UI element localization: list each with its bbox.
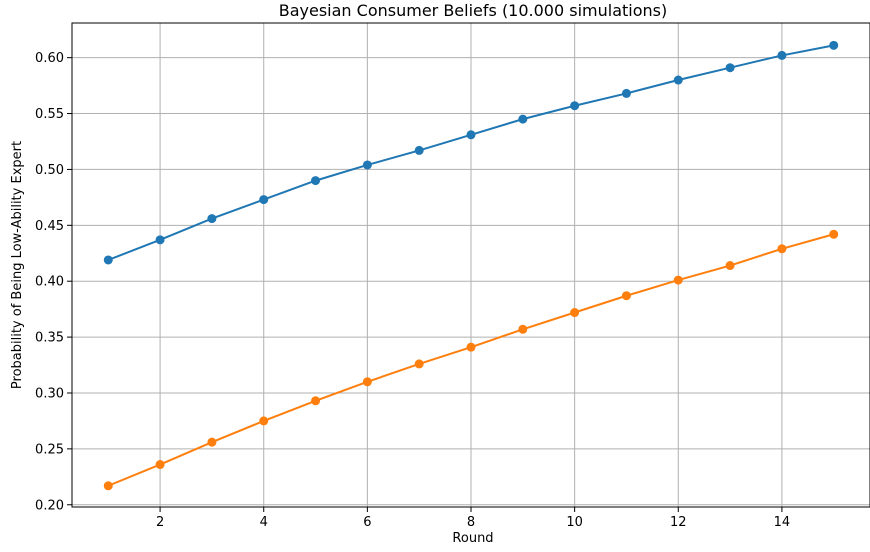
data-point	[621, 291, 631, 301]
data-point	[362, 160, 372, 170]
x-axis-title: Round	[452, 531, 493, 546]
y-tick-label: 0.60	[35, 51, 64, 66]
data-point	[362, 377, 372, 387]
data-point	[725, 261, 735, 271]
x-tick-label: 6	[363, 515, 371, 530]
data-point	[259, 195, 269, 205]
data-point	[414, 359, 424, 369]
data-point	[207, 214, 217, 224]
data-point	[207, 437, 217, 447]
data-point	[103, 255, 113, 265]
y-tick-label: 0.50	[35, 163, 64, 178]
y-tick-label: 0.45	[35, 219, 64, 234]
series-layer	[103, 40, 839, 491]
data-point	[673, 75, 683, 85]
data-point	[103, 481, 113, 491]
data-point	[673, 275, 683, 285]
data-point	[829, 229, 839, 239]
data-point	[311, 396, 321, 406]
y-tick-label: 0.30	[35, 386, 64, 401]
data-point	[777, 244, 787, 254]
data-point	[466, 130, 476, 140]
data-point	[621, 88, 631, 98]
data-point	[259, 416, 269, 426]
data-point	[777, 50, 787, 60]
y-tick-label: 0.20	[35, 498, 64, 513]
grid	[72, 23, 870, 507]
series-1	[103, 40, 839, 265]
y-tick-label: 0.40	[35, 275, 64, 290]
data-point	[155, 460, 165, 470]
chart-title: Bayesian Consumer Beliefs (10.000 simula…	[279, 1, 667, 20]
y-tick-label: 0.25	[35, 442, 64, 457]
y-axis: 0.20 0.25 0.30 0.35 0.40 0.45 0.50 0.55 0.60	[35, 51, 72, 513]
data-point	[725, 63, 735, 73]
data-point	[414, 145, 424, 155]
x-axis: 2 4 6 8 10 12 14	[156, 507, 790, 530]
x-tick-label: 10	[566, 515, 583, 530]
data-point	[570, 308, 580, 318]
data-point	[155, 235, 165, 245]
data-point	[311, 176, 321, 186]
x-tick-label: 8	[467, 515, 475, 530]
data-point	[466, 342, 476, 352]
x-tick-label: 2	[156, 515, 164, 530]
data-point	[518, 114, 528, 124]
data-point	[518, 324, 528, 334]
data-point	[570, 101, 580, 111]
x-tick-label: 12	[670, 515, 687, 530]
data-point	[829, 40, 839, 50]
x-tick-label: 14	[774, 515, 791, 530]
y-axis-title: Probability of Being Low-Ability Expert	[10, 141, 25, 389]
y-tick-label: 0.35	[35, 331, 64, 346]
series-2	[103, 229, 839, 491]
y-tick-label: 0.55	[35, 107, 64, 122]
x-tick-label: 4	[260, 515, 268, 530]
